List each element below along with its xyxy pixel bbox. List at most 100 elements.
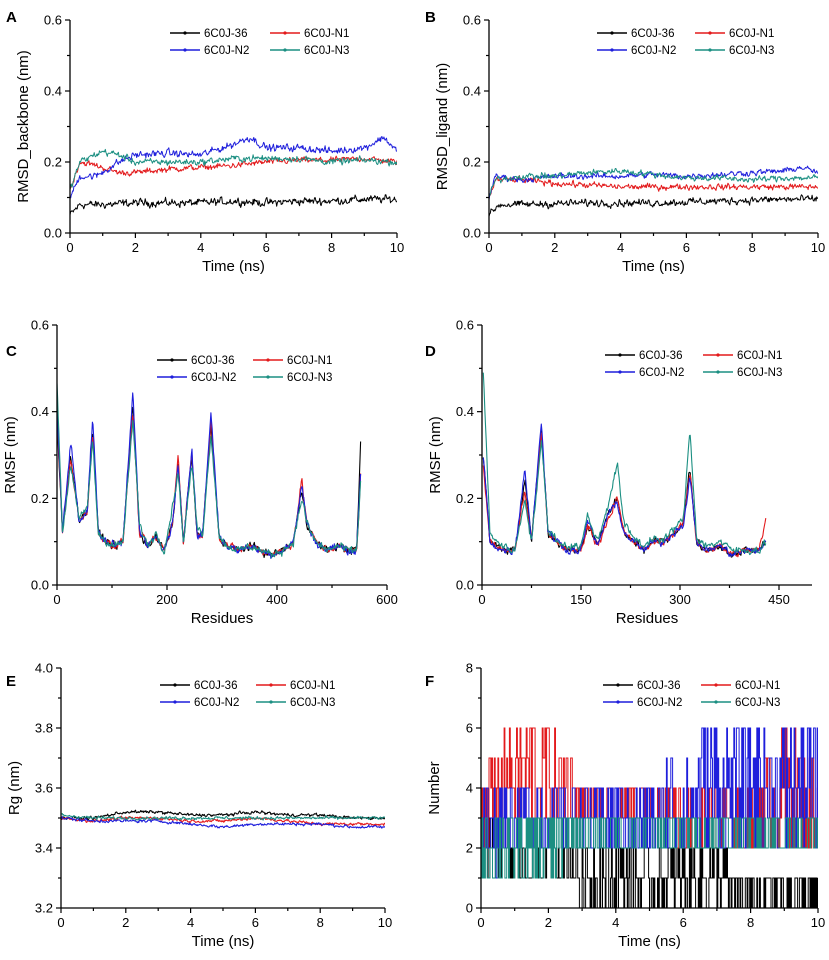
x-tick-label: 4: [612, 915, 619, 930]
x-axis-title: Residues: [191, 610, 254, 627]
y-tick-label: 0.6: [456, 318, 474, 333]
series-line-6c0j-36: [481, 817, 818, 908]
series-line-6c0j-n2: [57, 392, 362, 559]
x-tick-label: 6: [252, 915, 259, 930]
y-tick-label: 0.6: [44, 13, 62, 28]
legend-label: 6C0J-N1: [737, 350, 782, 362]
y-axis-title: Rg (nm): [6, 761, 23, 815]
legend: 6C0J-36 6C0J-N1 6C0J-N2 6C0J-N3: [597, 28, 774, 57]
legend-marker: [266, 358, 270, 362]
x-tick-label: 0: [478, 592, 485, 607]
legend-label: 6C0J-N3: [737, 367, 782, 379]
x-axis-title: Time (ns): [202, 258, 265, 275]
legend-label: 6C0J-36: [194, 680, 237, 692]
legend-label: 6C0J-36: [631, 28, 674, 40]
x-tick-label: 2: [551, 240, 558, 255]
y-tick-label: 4.0: [35, 661, 53, 676]
series-line-6c0j-n3: [61, 813, 385, 821]
panel-letter: A: [6, 9, 17, 26]
legend-label: 6C0J-N1: [729, 28, 774, 40]
x-tick-label: 6: [683, 240, 690, 255]
series-line-6c0j-n3: [57, 383, 362, 559]
panel-e: 0 2 4 6 8 10 3.2 3.4 3.6 3.8 4.0 Time (ns) Rg (nm) E 6…: [6, 661, 392, 951]
x-tick-label: 10: [811, 240, 825, 255]
y-tick-label: 0.4: [463, 84, 481, 99]
series-line-6c0j-n1: [489, 175, 818, 199]
y-tick-label: 0.4: [44, 84, 62, 99]
x-tick-label: 8: [747, 915, 754, 930]
y-tick-label: 0.2: [31, 491, 49, 506]
plot-area: [489, 165, 818, 217]
y-tick-label: 0.4: [456, 404, 474, 419]
legend-marker: [716, 353, 720, 357]
legend-label: 6C0J-36: [639, 350, 682, 362]
y-tick-label: 0: [466, 901, 473, 916]
x-tick-label: 400: [266, 592, 288, 607]
series-line-6c0j-n1: [70, 155, 397, 190]
plot-area: [481, 727, 818, 908]
x-axis-title: Time (ns): [192, 933, 255, 950]
legend-marker: [610, 31, 614, 35]
legend-marker: [616, 700, 620, 704]
series-line-6c0j-n2: [61, 816, 385, 829]
legend-label: 6C0J-N3: [287, 372, 332, 384]
x-tick-label: 0: [477, 915, 484, 930]
legend-marker: [618, 353, 622, 357]
legend: 6C0J-36 6C0J-N1 6C0J-N2 6C0J-N3: [170, 28, 349, 57]
series-line-6c0j-36: [489, 194, 818, 217]
legend-label: 6C0J-N3: [290, 697, 335, 709]
panel-d: 0 150 300 450 0.0 0.2 0.4 0.6 Residues RMSF (nm) D…: [425, 318, 812, 627]
y-axis-title: RMSF (nm): [2, 416, 19, 494]
x-tick-label: 0: [53, 592, 60, 607]
x-tick-label: 200: [156, 592, 178, 607]
x-tick-label: 8: [749, 240, 756, 255]
legend-marker: [716, 370, 720, 374]
panel-letter: C: [6, 343, 17, 360]
legend-label: 6C0J-N1: [735, 680, 780, 692]
legend-marker: [269, 683, 273, 687]
x-tick-label: 10: [811, 915, 825, 930]
legend-label: 6C0J-N2: [631, 45, 676, 57]
legend-marker: [170, 358, 174, 362]
panel-c: 0 200 400 600 0.0 0.2 0.4 0.6 Residues RMSF (nm) C…: [2, 318, 398, 628]
y-tick-label: 8: [466, 661, 473, 676]
legend-marker: [714, 683, 718, 687]
legend-marker: [183, 48, 187, 52]
y-tick-label: 0.0: [31, 578, 49, 593]
panel-letter: B: [425, 9, 436, 26]
y-tick-label: 0.4: [31, 404, 49, 419]
x-tick-label: 4: [197, 240, 204, 255]
legend-label: 6C0J-N3: [304, 45, 349, 57]
legend-label: 6C0J-N3: [735, 697, 780, 709]
y-tick-label: 0.2: [463, 155, 481, 170]
x-tick-label: 300: [669, 592, 691, 607]
panel-letter: F: [425, 673, 434, 690]
x-tick-label: 6: [680, 915, 687, 930]
series-line-6c0j-n2: [489, 165, 818, 200]
legend-label: 6C0J-N1: [290, 680, 335, 692]
series-line-6c0j-n2: [70, 136, 397, 199]
legend-label: 6C0J-N2: [637, 697, 682, 709]
y-axis-title: RMSD_backbone (nm): [15, 50, 32, 203]
y-axis-title: Number: [426, 761, 443, 814]
x-tick-label: 10: [378, 915, 392, 930]
legend-label: 6C0J-N2: [639, 367, 684, 379]
panel-letter: D: [425, 343, 436, 360]
x-tick-label: 0: [57, 915, 64, 930]
legend-label: 6C0J-N2: [191, 372, 236, 384]
x-axis-title: Time (ns): [618, 933, 681, 950]
x-tick-label: 4: [617, 240, 624, 255]
x-tick-label: 10: [390, 240, 404, 255]
series-line-6c0j-n3: [70, 148, 397, 189]
legend-label: 6C0J-N3: [729, 45, 774, 57]
y-tick-label: 0.2: [44, 155, 62, 170]
y-tick-label: 3.2: [35, 901, 53, 916]
y-tick-label: 0.6: [31, 318, 49, 333]
x-tick-label: 0: [485, 240, 492, 255]
panel-letter: E: [6, 673, 16, 690]
y-tick-label: 0.0: [44, 226, 62, 241]
x-tick-label: 600: [376, 592, 398, 607]
panel-b: 0 2 4 6 8 10 0.0 0.2 0.4 0.6 Time (ns) RMSD_ligand …: [425, 9, 825, 275]
legend-marker: [610, 48, 614, 52]
y-axis-title: RMSD_ligand (nm): [434, 63, 451, 191]
